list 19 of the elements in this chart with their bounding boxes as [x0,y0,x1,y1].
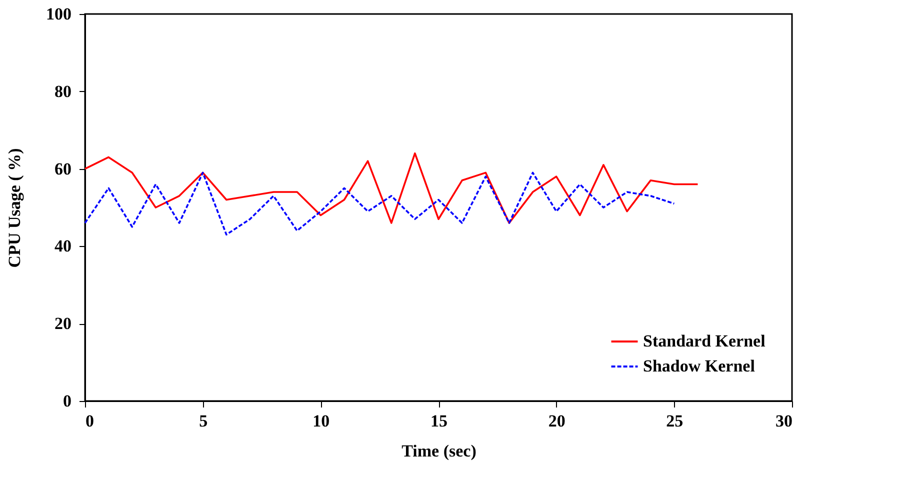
y-tick-label: 60 [54,159,72,178]
x-axis-title: Time (sec) [402,442,476,460]
y-tick-label: 0 [63,392,72,410]
y-tick-label: 20 [54,314,72,334]
y-axis-title: CPU Usage ( %) [5,148,24,268]
legend-label: Standard Kernel [643,332,766,350]
x-tick-label: 5 [199,412,208,430]
x-tick-label: 10 [312,412,330,430]
x-tick-label: 20 [548,412,566,430]
line-series [84,152,699,224]
x-tick-label: 0 [86,412,94,430]
y-tick-label: 80 [54,82,72,101]
x-tick-label: 30 [776,412,792,430]
x-tick-label: 25 [666,412,684,430]
y-tick-label: 40 [54,236,72,256]
legend-label: Shadow Kernel [643,356,756,376]
y-tick-label: 100 [46,4,72,24]
line-series [84,172,676,236]
x-tick-label: 15 [430,412,448,430]
